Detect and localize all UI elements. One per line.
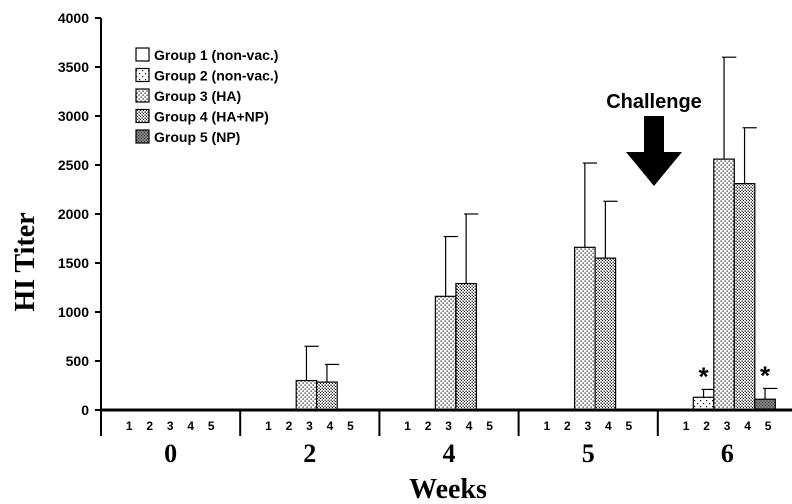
y-tick-label: 1000	[58, 304, 89, 320]
significance-star: *	[698, 361, 709, 391]
challenge-arrow-icon	[626, 116, 682, 186]
y-tick-label: 4000	[58, 10, 89, 26]
group-number-label: 4	[327, 419, 334, 433]
bar	[295, 380, 318, 411]
bar	[573, 246, 596, 411]
group-number-label: 1	[126, 419, 133, 433]
group-number-label: 5	[626, 419, 633, 433]
y-tick-label: 0	[81, 402, 89, 418]
y-tick-label: 2500	[58, 157, 89, 173]
legend-swatch	[135, 108, 150, 124]
group-number-label: 5	[486, 419, 493, 433]
bar	[594, 257, 617, 411]
legend-entry: Group 1 (non-vac.)	[154, 47, 278, 63]
group-number-label: 5	[347, 419, 354, 433]
bar	[316, 381, 338, 411]
group-number-label: 4	[466, 419, 473, 433]
y-tick-label: 3500	[58, 59, 89, 75]
group-number-label: 4	[187, 419, 194, 433]
bar	[434, 295, 457, 411]
group-number-label: 1	[404, 419, 411, 433]
y-tick-label: 3000	[58, 108, 89, 124]
legend-entry: Group 2 (non-vac.)	[154, 68, 278, 84]
y-tick-label: 500	[66, 353, 90, 369]
group-number-label: 4	[605, 419, 612, 433]
group-number-label: 3	[167, 419, 174, 433]
group-number-label: 3	[306, 419, 313, 433]
group-number-label: 2	[286, 419, 293, 433]
legend-entry: Group 4 (HA+NP)	[154, 109, 269, 125]
y-tick-label: 1500	[58, 255, 89, 271]
bar	[713, 158, 735, 411]
challenge-label: Challenge	[606, 91, 702, 113]
group-number-label: 2	[564, 419, 571, 433]
group-number-label: 2	[703, 419, 710, 433]
bar	[754, 398, 776, 411]
group-number-label: 3	[445, 419, 452, 433]
significance-star: *	[760, 360, 771, 390]
group-number-label: 5	[765, 419, 772, 433]
group-number-label: 2	[425, 419, 432, 433]
bar	[455, 282, 477, 411]
legend: Group 1 (non-vac.) Group 2 (non-vac.) Grou…	[135, 47, 278, 145]
week-label: 0	[164, 439, 177, 468]
week-label: 5	[582, 439, 595, 468]
group-number-label: 1	[265, 419, 272, 433]
legend-entry: Group 3 (HA)	[154, 88, 241, 104]
week-label: 2	[303, 439, 316, 468]
x-axis-title: Weeks	[409, 474, 487, 504]
group-number-label: 4	[744, 419, 751, 433]
legend-swatch	[135, 88, 150, 103]
group-number-label: 3	[585, 419, 592, 433]
bar	[733, 183, 756, 411]
legend-swatch	[135, 67, 150, 83]
challenge-annotation: Challenge	[606, 91, 702, 186]
y-axis-title: HI Titer	[10, 212, 41, 311]
group-number-label: 1	[544, 419, 551, 433]
group-number-label: 1	[683, 419, 690, 433]
week-label: 6	[721, 439, 734, 468]
legend-entry: Group 5 (NP)	[154, 129, 240, 145]
legend-swatch	[135, 47, 150, 62]
group-number-label: 2	[146, 419, 153, 433]
y-tick-label: 2000	[58, 206, 89, 222]
group-number-label: 3	[724, 419, 731, 433]
group-number-label: 5	[208, 419, 215, 433]
bar	[692, 396, 715, 411]
week-label: 4	[443, 439, 456, 468]
legend-swatch	[135, 129, 150, 144]
